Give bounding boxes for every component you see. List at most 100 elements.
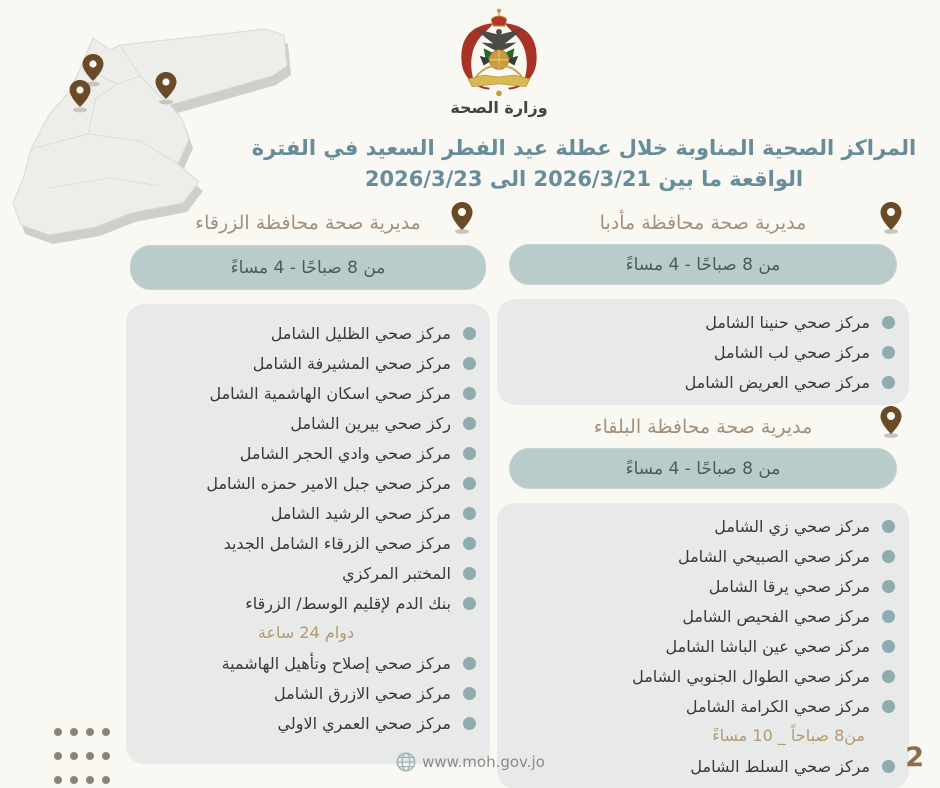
page-title: المراكز الصحية المناوبة خلال عطلة عيد ال… [250,133,918,195]
bullet-icon [463,686,476,700]
center-name: مركز صحي العمري الاولي [277,713,452,733]
center-list-item: مركز صحي اسكان الهاشمية الشامل [136,378,476,408]
map-borders [30,44,179,189]
bullet-icon [463,716,476,730]
center-list-item: بنك الدم لإقليم الوسط/ الزرقاء [136,588,476,618]
centers-list: مركز صحي زي الشامل مركز صحي الصبيحي الشام… [507,511,895,721]
dot [102,752,110,760]
location-pin-icon [880,202,902,234]
center-list-item: مركز صحي إصلاح وتأهيل الهاشمية [136,648,476,678]
section-header-balqa: مديرية صحة محافظة البلقاء [497,406,909,445]
center-name: مركز صحي عين الباشا الشامل [665,636,870,656]
column-zarqa: مديرية صحة محافظة الزرقاء من 8 صباحًا - … [126,202,490,764]
dot [70,728,78,736]
map-pin-icon [155,72,177,99]
center-name: مركز صحي الظليل الشامل [270,323,451,343]
center-list-item: مركز صحي السلط الشامل [507,751,895,781]
dot [70,776,78,784]
center-list-item: مركز صحي عين الباشا الشامل [507,631,895,661]
center-name: مركز صحي السلط الشامل [690,756,870,776]
center-name: مركز صحي الطوال الجنوبي الشامل [632,666,870,686]
map-pin-icon [69,80,91,107]
center-name: مركز صحي الزرقاء الشامل الجديد [223,533,451,553]
map-pin-icon [82,54,104,81]
centers-panel-zarqa: مركز صحي الظليل الشامل مركز صحي المشيرفة … [126,304,490,764]
ministry-name: وزارة الصحة [450,98,548,117]
decorative-dots [54,728,110,784]
center-name: مركز صحي حنينا الشامل [705,312,870,332]
bullet-icon [882,669,895,683]
section-header-zarqa: مديرية صحة محافظة الزرقاء [126,202,490,241]
footer: www.moh.gov.jo [330,751,610,773]
center-name: المختبر المركزي [342,563,451,583]
bullet-icon [882,345,895,359]
center-name: بنك الدم لإقليم الوسط/ الزرقاء [245,593,451,613]
center-list-item: المختبر المركزي [136,558,476,588]
hours-text: من 8 صباحًا - 4 مساءً [625,458,781,479]
center-list-item: مركز صحي وادي الحجر الشامل [136,438,476,468]
location-pin-icon [451,202,473,234]
bullet-icon [463,356,476,370]
dot [102,728,110,736]
bullet-icon [882,609,895,623]
bullet-icon [463,536,476,550]
dot [54,752,62,760]
hours-text: من 8 صباحًا - 4 مساءً [230,257,386,278]
title-line-2: الواقعة ما بين 2026/3/21 الى 2026/3/23 [364,167,804,191]
dot [54,776,62,784]
ministry-logo: وزارة الصحة [408,6,590,117]
bullet-icon [463,566,476,580]
centers-list-24h: مركز صحي إصلاح وتأهيل الهاشمية مركز صحي ا… [136,648,476,738]
center-name: مركز صحي الازرق الشامل [274,683,451,703]
centers-list: مركز صحي الظليل الشامل مركز صحي المشيرفة … [136,318,476,618]
bullet-icon [882,759,895,773]
bullet-icon [882,579,895,593]
center-name: مركز صحي اسكان الهاشمية الشامل [209,383,451,403]
dot [86,752,94,760]
dot [86,728,94,736]
bullet-icon [463,596,476,610]
centers-list: مركز صحي حنينا الشامل مركز صحي لب الشامل م… [507,307,895,397]
dot [54,728,62,736]
center-list-item: مركز صحي الظليل الشامل [136,318,476,348]
bullet-icon [463,446,476,460]
bullet-icon [882,549,895,563]
dot [86,776,94,784]
title-line-1: المراكز الصحية المناوبة خلال عطلة عيد ال… [251,136,917,160]
center-list-item: مركز صحي جبل الامير حمزه الشامل [136,468,476,498]
center-list-item: مركز صحي حنينا الشامل [507,307,895,337]
jordan-map [0,6,322,248]
center-name: مركز صحي يرقا الشامل [708,576,870,596]
shift-note: من8 صباحاً _ 10 مساءً [712,726,865,745]
hours-text: من 8 صباحًا - 4 مساءً [625,254,781,275]
globe-icon [396,752,416,772]
centers-panel-madaba: مركز صحي حنينا الشامل مركز صحي لب الشامل م… [497,299,909,405]
bullet-icon [463,326,476,340]
center-list-item: مركز صحي المشيرفة الشامل [136,348,476,378]
center-name: مركز صحي الصبيحي الشامل [677,546,870,566]
center-list-item: مركز صحي يرقا الشامل [507,571,895,601]
section-title: مديرية صحة محافظة الزرقاء [195,212,421,234]
center-name: مركز صحي زي الشامل [714,516,870,536]
bullet-icon [882,315,895,329]
column-madaba-balqa: مديرية صحة محافظة مأدبا من 8 صباحًا - 4 … [497,202,909,788]
dot [102,776,110,784]
center-list-item: مركز صحي الزرقاء الشامل الجديد [136,528,476,558]
bullet-icon [882,699,895,713]
map-pin-shadows [73,81,173,113]
bullet-icon [463,476,476,490]
center-list-item: مركز صحي العمري الاولي [136,708,476,738]
center-name: مركز صحي الفحيص الشامل [682,606,870,626]
bullet-icon [463,506,476,520]
hours-banner: من 8 صباحًا - 4 مساءً [130,245,486,290]
jordan-coat-of-arms-icon [461,8,537,97]
center-name: مركز صحي المشيرفة الشامل [252,353,451,373]
center-list-item: مركز صحي الطوال الجنوبي الشامل [507,661,895,691]
centers-list-late-shift: مركز صحي السلط الشامل [507,751,895,781]
centers-panel-balqa: مركز صحي زي الشامل مركز صحي الصبيحي الشام… [497,503,909,788]
center-name: مركز صحي الرشيد الشامل [270,503,451,523]
center-name: مركز صحي الكرامة الشامل [685,696,870,716]
dot [70,752,78,760]
website-link[interactable]: www.moh.gov.jo [422,753,545,771]
